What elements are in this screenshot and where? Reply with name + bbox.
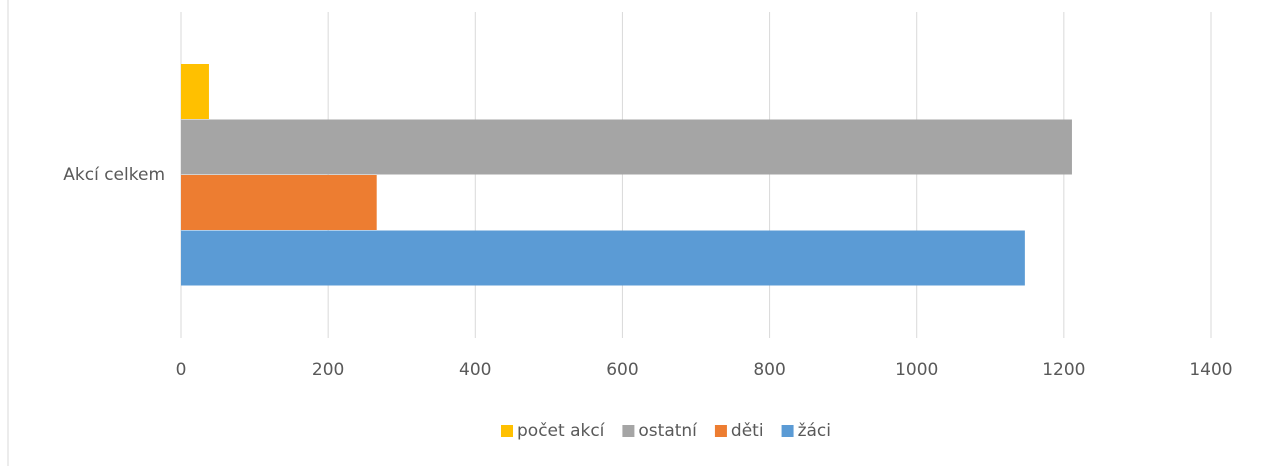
x-tick-label: 200 bbox=[312, 360, 344, 380]
legend-swatch bbox=[501, 425, 514, 437]
x-tick-label: 600 bbox=[606, 360, 638, 380]
bar bbox=[181, 230, 1025, 286]
x-tick-label: 1000 bbox=[895, 360, 938, 380]
x-tick-label: 1200 bbox=[1042, 360, 1085, 380]
y-tick-label: Akcí celkem bbox=[63, 165, 165, 185]
x-tick-label: 1400 bbox=[1189, 360, 1232, 380]
bar bbox=[181, 119, 1072, 175]
x-tick-label: 800 bbox=[753, 360, 785, 380]
legend-swatch bbox=[781, 425, 794, 437]
legend-label: děti bbox=[731, 421, 764, 441]
legend-swatch bbox=[622, 425, 635, 437]
bar bbox=[181, 175, 377, 230]
legend-label: počet akcí bbox=[517, 421, 606, 441]
bar bbox=[181, 64, 209, 119]
legend-label: žáci bbox=[798, 421, 831, 441]
legend-swatch bbox=[714, 425, 727, 437]
legend-label: ostatní bbox=[638, 421, 698, 441]
x-tick-label: 0 bbox=[176, 360, 187, 380]
x-tick-label: 400 bbox=[459, 360, 491, 380]
